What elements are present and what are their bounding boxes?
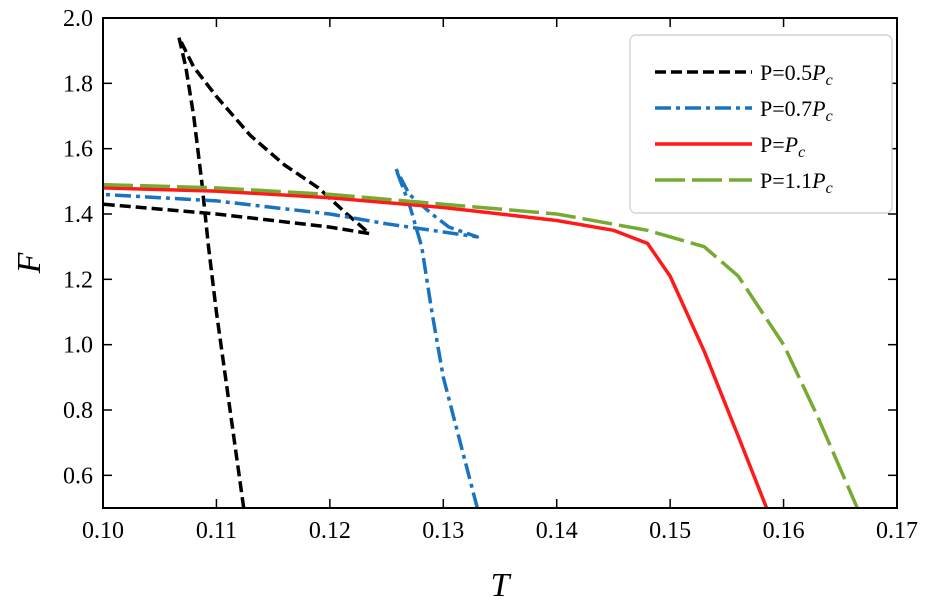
y-tick-label: 1.4 [63, 202, 93, 228]
ticks-layer: 0.10 0.11 0.12 0.13 0.14 0.15 0.16 0.17 0.6 0.8 1.… [63, 6, 918, 544]
legend-label-symbol: P [811, 60, 825, 85]
legend-label-prefix: P=1.1 [760, 168, 812, 193]
series-line-1 [103, 35, 372, 508]
legend-label-1: P=0.5Pc [760, 60, 833, 89]
x-tick-label: 0.14 [536, 518, 578, 544]
legend-label-symbol: P [811, 96, 825, 121]
series-line-2 [103, 166, 480, 508]
series-layer [103, 35, 859, 508]
legend-label-subscript: c [826, 108, 833, 125]
y-tick-label: 1.6 [63, 137, 93, 163]
legend-label-4: P=1.1Pc [760, 168, 833, 197]
y-tick-label: 0.6 [63, 463, 93, 489]
plot-frame [102, 17, 898, 509]
x-tick-label: 0.15 [649, 518, 691, 544]
x-tick-label: 0.16 [763, 518, 805, 544]
legend-label-subscript: c [798, 144, 805, 161]
legend-label-symbol: P [811, 168, 825, 193]
legend-label-2: P=0.7Pc [760, 96, 833, 125]
x-axis-title: T [491, 567, 512, 604]
y-tick-label: 1.2 [63, 267, 93, 293]
y-tick-label: 1.8 [63, 71, 93, 97]
x-tick-label: 0.10 [82, 518, 124, 544]
y-tick-label: 2.0 [63, 6, 93, 32]
x-tick-label: 0.17 [876, 518, 918, 544]
series-line-3 [103, 186, 769, 508]
y-tick-label: 1.0 [63, 333, 93, 359]
y-tick-label: 0.8 [63, 398, 93, 424]
legend-label-prefix: P=0.7 [760, 96, 812, 121]
legend-label-subscript: c [826, 180, 833, 197]
x-tick-label: 0.13 [422, 518, 464, 544]
legend-box [629, 34, 893, 214]
legend-label-symbol: P [784, 132, 798, 157]
legend-label-3: P=Pc [760, 132, 805, 161]
legend-label-prefix: P= [760, 132, 785, 157]
series-line-4 [103, 182, 859, 508]
legend-label-prefix: P=0.5 [760, 60, 812, 85]
y-axis-title: F [11, 251, 48, 274]
x-tick-label: 0.11 [196, 518, 237, 544]
x-tick-label: 0.12 [309, 518, 351, 544]
legend-label-subscript: c [826, 72, 833, 89]
